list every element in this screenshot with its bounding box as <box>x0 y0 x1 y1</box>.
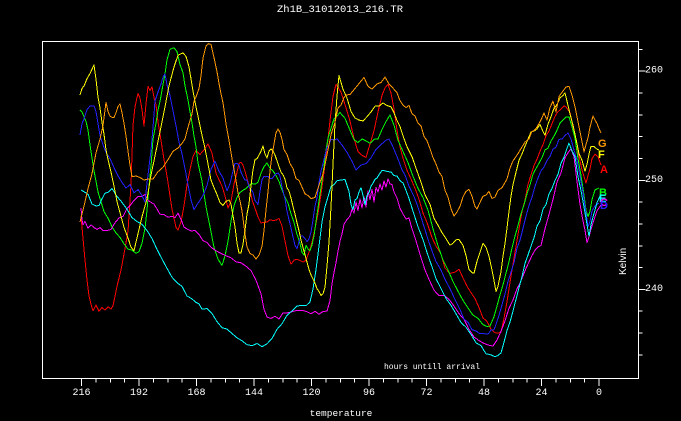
svg-text:0: 0 <box>596 388 602 399</box>
svg-text:G: G <box>598 138 607 150</box>
svg-text:120: 120 <box>302 388 320 399</box>
svg-text:240: 240 <box>645 284 663 295</box>
svg-text:A: A <box>600 164 608 176</box>
svg-text:144: 144 <box>245 388 263 399</box>
svg-text:48: 48 <box>478 388 490 399</box>
svg-text:192: 192 <box>130 388 148 399</box>
svg-text:168: 168 <box>187 388 205 399</box>
svg-text:260: 260 <box>645 66 663 77</box>
svg-text:Kelvin: Kelvin <box>618 248 629 275</box>
svg-text:24: 24 <box>535 388 547 399</box>
svg-text:temperature: temperature <box>310 408 373 419</box>
svg-text:F: F <box>598 149 605 161</box>
svg-text:Zh1B_31012013_216.TR: Zh1B_31012013_216.TR <box>277 4 404 16</box>
svg-text:250: 250 <box>645 175 663 186</box>
svg-text:72: 72 <box>420 388 432 399</box>
svg-text:B: B <box>599 187 607 199</box>
svg-text:E: E <box>599 193 606 205</box>
svg-text:96: 96 <box>363 388 375 399</box>
svg-text:216: 216 <box>72 388 90 399</box>
svg-text:C: C <box>600 197 608 209</box>
svg-text:hours untill arrival: hours untill arrival <box>384 363 480 372</box>
svg-text:D: D <box>600 200 608 212</box>
